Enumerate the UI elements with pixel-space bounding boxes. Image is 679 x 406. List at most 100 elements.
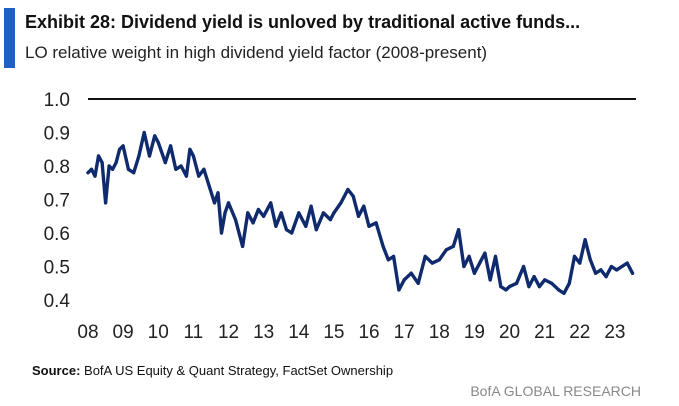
data-point bbox=[262, 214, 266, 218]
data-point bbox=[212, 201, 217, 205]
data-point bbox=[309, 204, 313, 208]
data-point bbox=[367, 224, 371, 228]
y-tick-label: 0.8 bbox=[44, 157, 70, 178]
data-point bbox=[126, 167, 130, 171]
data-point bbox=[451, 244, 455, 248]
data-point bbox=[351, 194, 355, 198]
data-point bbox=[188, 147, 192, 151]
data-point bbox=[93, 174, 97, 178]
data-point bbox=[604, 275, 608, 279]
data-point bbox=[174, 167, 178, 171]
brand-label: BofA GLOBAL RESEARCH bbox=[470, 383, 641, 399]
data-point bbox=[297, 211, 301, 215]
data-point bbox=[156, 141, 160, 145]
source-label: Source: bbox=[32, 363, 81, 378]
data-point bbox=[104, 201, 108, 205]
data-point bbox=[416, 281, 420, 285]
chart-subtitle: LO relative weight in high dividend yiel… bbox=[25, 43, 488, 62]
data-point bbox=[246, 211, 250, 215]
y-tick-label: 0.7 bbox=[44, 191, 70, 212]
data-point bbox=[537, 285, 542, 289]
series-line bbox=[86, 130, 635, 295]
y-tick-label: 0.4 bbox=[44, 291, 71, 312]
x-tick-label: 20 bbox=[499, 322, 520, 343]
x-tick-label: 17 bbox=[394, 322, 415, 343]
data-point bbox=[567, 281, 571, 285]
data-point bbox=[274, 224, 278, 228]
data-point bbox=[572, 254, 577, 258]
data-point bbox=[527, 285, 531, 289]
data-point bbox=[184, 174, 188, 178]
data-point bbox=[483, 251, 487, 255]
data-point bbox=[179, 164, 183, 168]
data-point bbox=[423, 254, 427, 258]
y-tick-label: 0.6 bbox=[44, 224, 70, 245]
data-point bbox=[462, 264, 466, 269]
data-point bbox=[269, 201, 273, 205]
data-point bbox=[223, 211, 227, 215]
y-tick-label: 1.0 bbox=[44, 90, 70, 111]
x-tick-label: 18 bbox=[429, 322, 450, 343]
data-point bbox=[226, 201, 231, 205]
data-point bbox=[241, 244, 245, 248]
data-point bbox=[620, 264, 624, 269]
data-point bbox=[522, 264, 526, 269]
x-tick-label: 11 bbox=[184, 322, 204, 343]
data-point bbox=[216, 191, 220, 195]
data-point bbox=[207, 184, 211, 188]
x-tick-label: 08 bbox=[77, 322, 98, 343]
x-tick-label: 09 bbox=[113, 322, 134, 343]
data-point bbox=[96, 154, 101, 158]
data-point bbox=[409, 271, 413, 275]
data-point bbox=[202, 167, 206, 171]
data-point bbox=[251, 221, 255, 225]
data-point bbox=[111, 167, 115, 171]
data-point bbox=[169, 144, 173, 148]
data-point bbox=[197, 174, 201, 178]
data-point bbox=[515, 281, 519, 285]
data-point bbox=[346, 187, 350, 192]
data-point bbox=[137, 154, 141, 158]
data-point bbox=[114, 161, 118, 165]
data-point bbox=[402, 278, 406, 282]
data-point bbox=[493, 254, 498, 258]
data-point bbox=[557, 288, 561, 292]
data-point bbox=[392, 254, 396, 258]
source-note: Source: BofA US Equity & Quant Strategy,… bbox=[32, 363, 393, 378]
data-point bbox=[397, 288, 401, 292]
data-point bbox=[630, 271, 635, 275]
data-point bbox=[625, 261, 629, 265]
data-point bbox=[121, 144, 125, 148]
data-point bbox=[583, 238, 587, 242]
data-point bbox=[615, 268, 619, 272]
data-point bbox=[550, 281, 554, 285]
data-point bbox=[594, 271, 598, 275]
data-point bbox=[437, 258, 441, 262]
data-point bbox=[279, 211, 283, 215]
x-tick-label: 23 bbox=[604, 322, 625, 343]
x-tick-label: 21 bbox=[534, 322, 555, 343]
data-point bbox=[142, 130, 146, 135]
data-point bbox=[507, 285, 512, 289]
data-point bbox=[478, 261, 482, 265]
data-point bbox=[304, 224, 308, 228]
y-tick-label: 0.9 bbox=[44, 124, 70, 145]
chart-title: Exhibit 28: Dividend yield is unloved by… bbox=[25, 12, 581, 32]
data-point bbox=[599, 268, 603, 272]
data-point bbox=[386, 258, 390, 262]
data-point bbox=[100, 161, 104, 165]
data-point bbox=[118, 147, 122, 151]
x-tick-label: 10 bbox=[148, 322, 169, 343]
data-point bbox=[284, 228, 289, 232]
y-tick-label: 0.5 bbox=[44, 258, 70, 279]
data-point bbox=[86, 171, 90, 175]
data-point bbox=[256, 207, 260, 212]
accent-bar bbox=[4, 8, 15, 68]
data-point bbox=[562, 291, 566, 295]
data-point bbox=[381, 244, 385, 248]
data-point bbox=[362, 204, 366, 208]
data-point bbox=[290, 231, 294, 235]
x-tick-label: 16 bbox=[358, 322, 379, 343]
data-point bbox=[219, 231, 224, 235]
data-point bbox=[578, 261, 582, 265]
